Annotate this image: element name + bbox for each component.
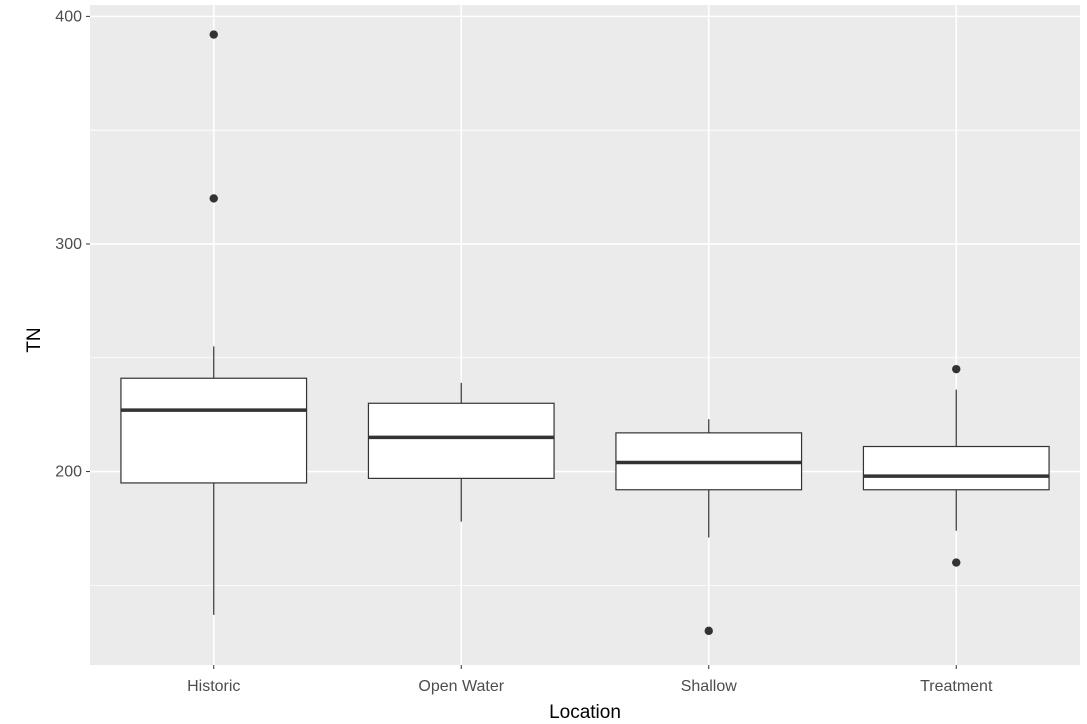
box-historic: [120, 30, 308, 615]
minor-grid: [90, 129, 1080, 586]
y-axis: 200 300 400: [55, 8, 90, 481]
x-tick-label: Open Water: [418, 678, 504, 695]
x-axis: Historic Open Water Shallow Treatment: [187, 665, 993, 695]
x-tick-label: Shallow: [681, 678, 737, 695]
outlier-point: [209, 194, 218, 203]
outlier-point: [209, 30, 218, 39]
y-tick-label: 400: [55, 8, 82, 25]
plot-panel: [90, 5, 1080, 665]
y-tick-label: 300: [55, 236, 82, 253]
outlier-point: [952, 364, 961, 374]
box-shallow: [615, 419, 803, 636]
box-open-water: [367, 382, 555, 522]
box-iqr: [367, 402, 555, 479]
x-tick-label: Historic: [187, 678, 240, 695]
x-tick-label: Treatment: [920, 678, 993, 695]
box-iqr: [862, 445, 1050, 491]
y-tick-label: 200: [55, 464, 82, 481]
outlier-point: [952, 558, 961, 567]
outlier-point: [704, 626, 713, 636]
box-iqr: [120, 377, 308, 484]
box-treatment: [862, 364, 1050, 567]
boxes-layer: [120, 30, 1050, 636]
x-axis-title: Location: [549, 702, 621, 723]
y-axis-title: TN: [24, 327, 45, 352]
